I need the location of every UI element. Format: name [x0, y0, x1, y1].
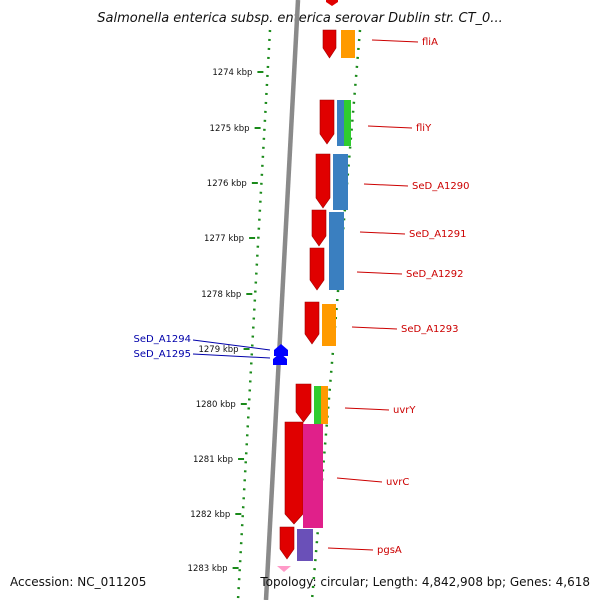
- tick-label: 1282 kbp: [190, 510, 230, 520]
- tick-label: 1274 kbp: [212, 68, 252, 78]
- label-leader-line: [371, 39, 419, 43]
- gene-arrow: [309, 247, 325, 291]
- cog-bar: [321, 386, 328, 424]
- label-leader-line: [336, 477, 383, 483]
- tick-label: 1275 kbp: [210, 124, 250, 134]
- gene-label: SeD_A1291: [409, 229, 467, 240]
- label-leader-line: [192, 339, 271, 351]
- gene-features: [273, 0, 355, 572]
- gene-arrow: [315, 153, 331, 209]
- label-leader-line: [327, 547, 374, 551]
- gene-labels: fliA fliY SeD_A1290 SeD_A1291 SeD_A1292 SeD_A…: [134, 37, 470, 556]
- map-title: Salmonella enterica subsp. enterica sero…: [97, 11, 502, 26]
- gene-arrow: [322, 29, 337, 59]
- gene-label: fliA: [422, 37, 438, 48]
- gene-arrow: [319, 99, 335, 145]
- gene-arrow: [284, 421, 304, 525]
- gene-label: uvrC: [386, 477, 409, 488]
- label-leader-line: [359, 231, 406, 235]
- gene-arrow: [304, 301, 320, 345]
- tick-label: 1280 kbp: [196, 400, 236, 410]
- gene-arrow: [311, 209, 327, 247]
- label-leader-line: [351, 326, 398, 330]
- cog-bar: [322, 304, 336, 346]
- gene-label: uvrY: [393, 405, 416, 416]
- cog-bar: [297, 529, 313, 561]
- gene-arrow-small: [277, 566, 291, 572]
- tick-label: 1276 kbp: [207, 179, 247, 189]
- tick-label: 1283 kbp: [188, 564, 228, 574]
- label-leader-line: [363, 183, 409, 187]
- gene-label: SeD_A1294: [134, 334, 192, 345]
- reverse-gene-arrow: [274, 344, 288, 356]
- tick-label: 1279 kbp: [198, 345, 238, 355]
- accession-text: Accession: NC_011205: [10, 575, 146, 589]
- gene-label: SeD_A1292: [406, 269, 464, 280]
- gene-label: SeD_A1293: [401, 324, 459, 335]
- backbone-line: [263, 0, 301, 600]
- tick-label: 1278 kbp: [201, 290, 241, 300]
- summary-text: Topology: circular; Length: 4,842,908 bp…: [259, 575, 590, 589]
- cog-bar: [314, 386, 322, 424]
- cog-bar: [303, 424, 323, 528]
- kbp-ticks: 1274 kbp 1275 kbp 1276 kbp 1277 kbp 1278 kbp…: [188, 68, 264, 574]
- cog-bar: [341, 30, 355, 58]
- label-leader-line: [192, 353, 271, 359]
- label-leader-line: [344, 407, 390, 411]
- inner-dotted-ring: [236, 29, 272, 600]
- tick-label: 1281 kbp: [193, 455, 233, 465]
- gene-arrow: [295, 383, 312, 423]
- cog-bar: [329, 212, 344, 290]
- gene-arrow: [279, 526, 295, 560]
- cog-bar: [333, 154, 348, 210]
- gene-label: pgsA: [377, 545, 402, 556]
- gene-label: SeD_A1290: [412, 181, 470, 192]
- gene-arrow: [326, 0, 338, 6]
- gene-label: SeD_A1295: [134, 349, 192, 360]
- cog-bar: [344, 100, 351, 146]
- label-leader-line: [367, 125, 413, 129]
- tick-label: 1277 kbp: [204, 234, 244, 244]
- gene-label: fliY: [416, 123, 432, 134]
- cog-bar: [337, 100, 345, 146]
- reverse-gene-arrow: [273, 353, 287, 365]
- label-leader-line: [356, 271, 403, 275]
